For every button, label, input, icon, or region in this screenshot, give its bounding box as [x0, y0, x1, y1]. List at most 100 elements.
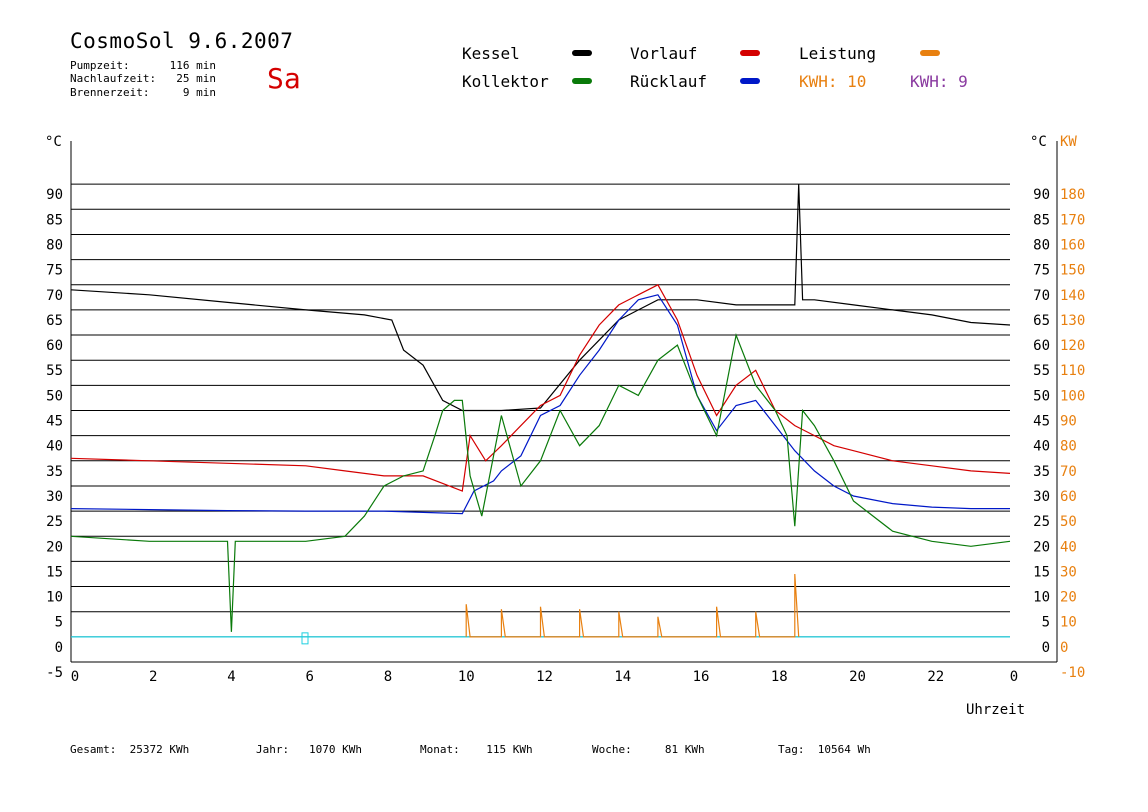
x-tick-label: 6	[306, 669, 314, 685]
y-tick-label-left: 0	[55, 640, 63, 656]
kw-tick-label: 80	[1060, 439, 1077, 455]
kw-tick-label: 70	[1060, 464, 1077, 480]
y-tick-label-right: 10	[1033, 590, 1050, 606]
y-tick-label-right: 65	[1033, 313, 1050, 329]
footer-tag: Tag: 10564 Wh	[778, 743, 871, 756]
weekday-label: Sa	[267, 62, 301, 95]
x-tick-label: 12	[536, 669, 553, 685]
stat-label: Nachlaufzeit:	[70, 72, 157, 85]
y-tick-label-left: 10	[46, 590, 63, 606]
y-tick-label-left: 35	[46, 464, 63, 480]
kw-tick-label: 10	[1060, 615, 1077, 631]
kw-tick-label: 110	[1060, 363, 1085, 379]
x-tick-label: 20	[849, 669, 866, 685]
legend-kessel-swatch	[572, 50, 592, 56]
footer-jahr: Jahr: 1070 KWh	[256, 743, 362, 756]
series-ruecklauf	[70, 294, 1010, 515]
footer-label: Monat:	[420, 743, 460, 756]
stat-label: Pumpzeit:	[70, 59, 130, 72]
legend-kollektor-swatch	[572, 78, 592, 84]
kw-tick-label: 170	[1060, 212, 1085, 228]
y-unit-right: °C	[1030, 134, 1047, 150]
y-tick-label-right: 20	[1033, 539, 1050, 555]
y-tick-label-left: 15	[46, 564, 63, 580]
stat-value: 116 min	[169, 59, 216, 72]
legend-ruecklauf-swatch	[740, 78, 760, 84]
legend-vorlauf-swatch	[740, 50, 760, 56]
footer-label: Woche:	[592, 743, 632, 756]
y-tick-label-right: 75	[1033, 263, 1050, 279]
kw-tick-label: 40	[1060, 539, 1077, 555]
y-tick-label-right: 15	[1033, 564, 1050, 580]
y-tick-label-right: 40	[1033, 439, 1050, 455]
x-tick-label: 0	[71, 669, 79, 685]
legend-vorlauf-label: Vorlauf	[630, 44, 698, 63]
series-leistung	[465, 573, 800, 638]
legend-leistung-swatch	[920, 50, 940, 56]
stat-pumpzeit: Pumpzeit: 116 min	[70, 59, 216, 72]
y-tick-label-left: 40	[46, 439, 63, 455]
y-tick-label-left: 30	[46, 489, 63, 505]
kw-tick-label: 140	[1060, 288, 1085, 304]
x-tick-label: 4	[227, 669, 235, 685]
x-tick-label: 22	[927, 669, 944, 685]
x-tick-label: 14	[614, 669, 631, 685]
kw-tick-label: 50	[1060, 514, 1077, 530]
kw-tick-label: 130	[1060, 313, 1085, 329]
stat-brennerzeit: Brennerzeit: 9 min	[70, 86, 216, 99]
chart-axes	[70, 141, 1058, 663]
y-tick-label-right: 50	[1033, 388, 1050, 404]
y-tick-label-left: 55	[46, 363, 63, 379]
footer-monat: Monat: 115 KWh	[420, 743, 533, 756]
kw-tick-label: -10	[1060, 665, 1085, 681]
y-tick-label-left: 90	[46, 187, 63, 203]
legend-ruecklauf-label: Rücklauf	[630, 72, 708, 91]
y-tick-label-left: 70	[46, 288, 63, 304]
stat-value: 9 min	[182, 86, 216, 99]
y-tick-label-left: 60	[46, 338, 63, 354]
x-tick-label: 2	[149, 669, 157, 685]
y-tick-label-left: 25	[46, 514, 63, 530]
y-tick-label-left: 45	[46, 414, 63, 430]
kw-tick-label: 120	[1060, 338, 1085, 354]
y-tick-label-right: 30	[1033, 489, 1050, 505]
stat-label: Brennerzeit:	[70, 86, 150, 99]
baseline-marker	[301, 632, 309, 645]
footer-value: 10564 Wh	[817, 743, 871, 756]
footer-gesamt: Gesamt: 25372 KWh	[70, 743, 189, 756]
kw-tick-label: 30	[1060, 564, 1077, 580]
kwh-orange-label: KWH: 10	[799, 72, 867, 91]
x-tick-label: 16	[693, 669, 710, 685]
y-tick-label-right: 55	[1033, 363, 1050, 379]
y-tick-label-right: 90	[1033, 187, 1050, 203]
kw-tick-label: 0	[1060, 640, 1068, 656]
kw-tick-label: 150	[1060, 263, 1085, 279]
y-tick-label-left: 50	[46, 388, 63, 404]
y-tick-label-left: -5	[46, 665, 63, 681]
series-vorlauf	[70, 284, 1011, 492]
stat-nachlaufzeit: Nachlaufzeit: 25 min	[70, 72, 216, 85]
x-tick-label: 18	[771, 669, 788, 685]
kw-unit-label: KW	[1060, 134, 1077, 150]
x-tick-label: 10	[458, 669, 475, 685]
y-tick-label-left: 75	[46, 263, 63, 279]
y-tick-label-right: 80	[1033, 237, 1050, 253]
y-tick-label-right: 60	[1033, 338, 1050, 354]
legend-kollektor-label: Kollektor	[462, 72, 549, 91]
footer-label: Jahr:	[256, 743, 290, 756]
legend-leistung-label: Leistung	[799, 44, 877, 63]
stat-value: 25 min	[176, 72, 216, 85]
kw-tick-label: 20	[1060, 590, 1077, 606]
x-tick-label: 8	[384, 669, 392, 685]
y-tick-label-right: 25	[1033, 514, 1050, 530]
kw-tick-label: 60	[1060, 489, 1077, 505]
y-tick-label-left: 20	[46, 539, 63, 555]
x-tick-label: 0	[1010, 669, 1018, 685]
y-tick-label-right: 5	[1042, 615, 1050, 631]
y-tick-label-right: 0	[1042, 640, 1050, 656]
y-tick-label-right: 85	[1033, 212, 1050, 228]
y-tick-label-right: 70	[1033, 288, 1050, 304]
y-tick-label-right: 45	[1033, 414, 1050, 430]
footer-woche: Woche: 81 KWh	[592, 743, 705, 756]
